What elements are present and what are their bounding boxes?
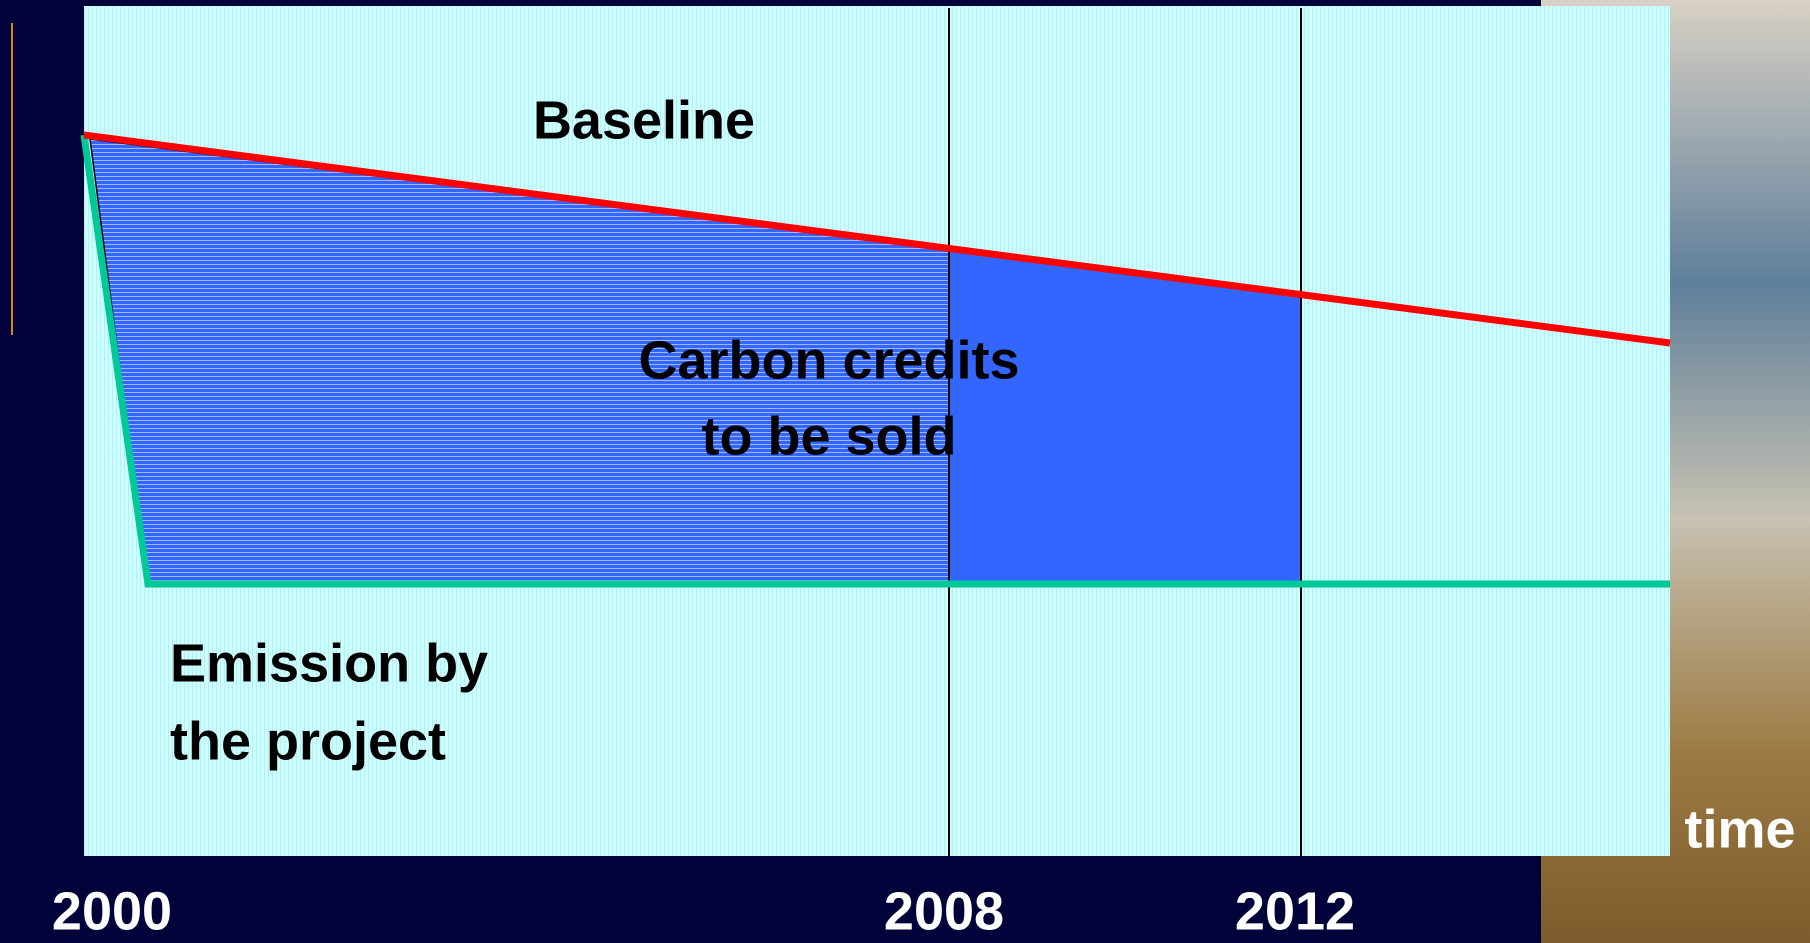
time-label: time xyxy=(1684,799,1795,859)
emission-label: the project xyxy=(170,711,446,771)
emission-line xyxy=(80,134,1670,588)
baseline-label: Baseline xyxy=(533,90,755,150)
credits-area-solid xyxy=(949,250,1301,584)
credits-label: Carbon credits xyxy=(638,330,1019,390)
emission-label: Emission by xyxy=(170,633,488,693)
year-label: 2008 xyxy=(884,881,1004,941)
year-label: 2000 xyxy=(52,881,172,941)
credits-label: to be sold xyxy=(702,406,957,466)
baseline-line xyxy=(83,131,1671,347)
year-label: 2012 xyxy=(1235,881,1355,941)
